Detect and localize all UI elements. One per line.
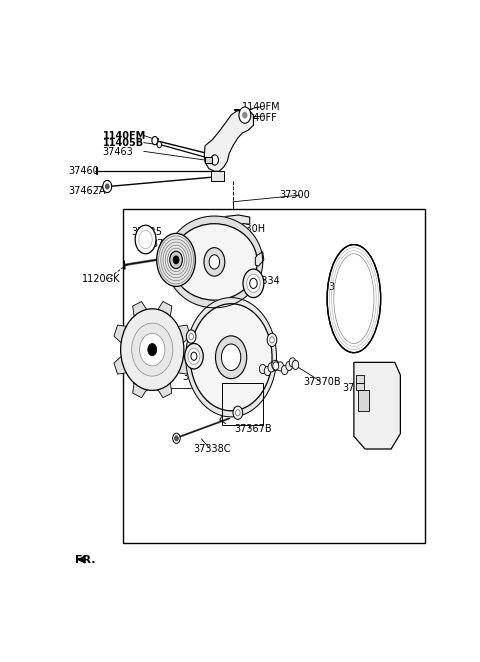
Text: 37340E: 37340E [132,383,168,393]
Circle shape [273,362,279,370]
Circle shape [216,336,247,379]
Text: 37338C: 37338C [193,444,231,454]
Polygon shape [255,252,264,266]
Text: FR.: FR. [75,555,96,565]
Text: 37334: 37334 [250,276,280,286]
Circle shape [204,248,225,276]
Circle shape [243,112,247,118]
Ellipse shape [190,304,272,410]
Circle shape [281,365,288,375]
Polygon shape [356,383,364,391]
Text: 37462A: 37462A [68,185,106,195]
Circle shape [264,367,271,375]
Ellipse shape [120,308,184,391]
Circle shape [103,180,112,193]
Polygon shape [176,355,191,374]
Polygon shape [114,325,129,344]
Text: 37463: 37463 [103,147,133,157]
Text: 1120GK: 1120GK [82,274,120,284]
Circle shape [239,107,251,123]
Circle shape [233,406,243,420]
Circle shape [170,251,182,269]
Polygon shape [205,215,250,229]
Polygon shape [170,259,173,272]
Ellipse shape [132,323,173,376]
Polygon shape [204,110,253,171]
Circle shape [211,155,218,165]
Circle shape [157,142,162,148]
Circle shape [175,436,178,441]
Circle shape [268,363,275,372]
Circle shape [189,334,193,340]
Circle shape [148,344,156,355]
Circle shape [277,362,284,371]
Polygon shape [186,298,276,417]
Text: 37350: 37350 [328,283,359,293]
Ellipse shape [334,254,374,344]
Circle shape [243,269,264,298]
Polygon shape [156,301,172,319]
Polygon shape [133,380,148,398]
Polygon shape [273,361,279,371]
Circle shape [289,357,296,367]
Polygon shape [354,362,400,449]
Polygon shape [114,355,129,374]
Circle shape [250,278,257,289]
Polygon shape [156,380,172,398]
Circle shape [156,234,195,287]
Circle shape [209,255,219,269]
Polygon shape [211,171,224,181]
Circle shape [152,136,158,145]
Circle shape [167,260,175,271]
Text: 1140FM: 1140FM [242,103,281,113]
Circle shape [221,344,241,371]
Text: 37342: 37342 [182,372,213,382]
Circle shape [286,361,292,371]
Circle shape [139,230,152,249]
Circle shape [135,225,156,254]
Circle shape [186,330,196,343]
Bar [222,383,263,425]
Text: 1140FM: 1140FM [103,130,146,140]
Circle shape [270,337,274,343]
Circle shape [173,433,180,444]
Bar [123,209,424,544]
Polygon shape [356,375,364,383]
Circle shape [106,184,109,189]
Circle shape [173,256,179,264]
Ellipse shape [140,333,165,366]
Text: 37390B: 37390B [343,383,380,393]
Ellipse shape [327,244,381,353]
Text: 37320A: 37320A [151,238,189,248]
Text: 11405B: 11405B [103,138,144,148]
Text: 37330H: 37330H [228,224,265,234]
Circle shape [191,352,197,360]
Circle shape [267,333,277,346]
Text: 37370B: 37370B [304,377,341,387]
Circle shape [292,360,299,369]
Circle shape [247,274,260,293]
Text: 37325: 37325 [132,227,163,238]
Polygon shape [176,325,191,344]
Circle shape [259,364,266,373]
Circle shape [185,344,203,369]
Text: 37300: 37300 [279,190,310,200]
Polygon shape [166,216,263,308]
Text: 1140FF: 1140FF [242,113,278,122]
Polygon shape [205,157,212,163]
Text: 37460: 37460 [68,166,99,176]
Circle shape [272,360,278,369]
Circle shape [188,348,200,364]
Circle shape [236,410,240,416]
Polygon shape [133,301,148,319]
Polygon shape [358,391,369,410]
Text: 37367B: 37367B [234,424,272,434]
Ellipse shape [172,224,257,300]
